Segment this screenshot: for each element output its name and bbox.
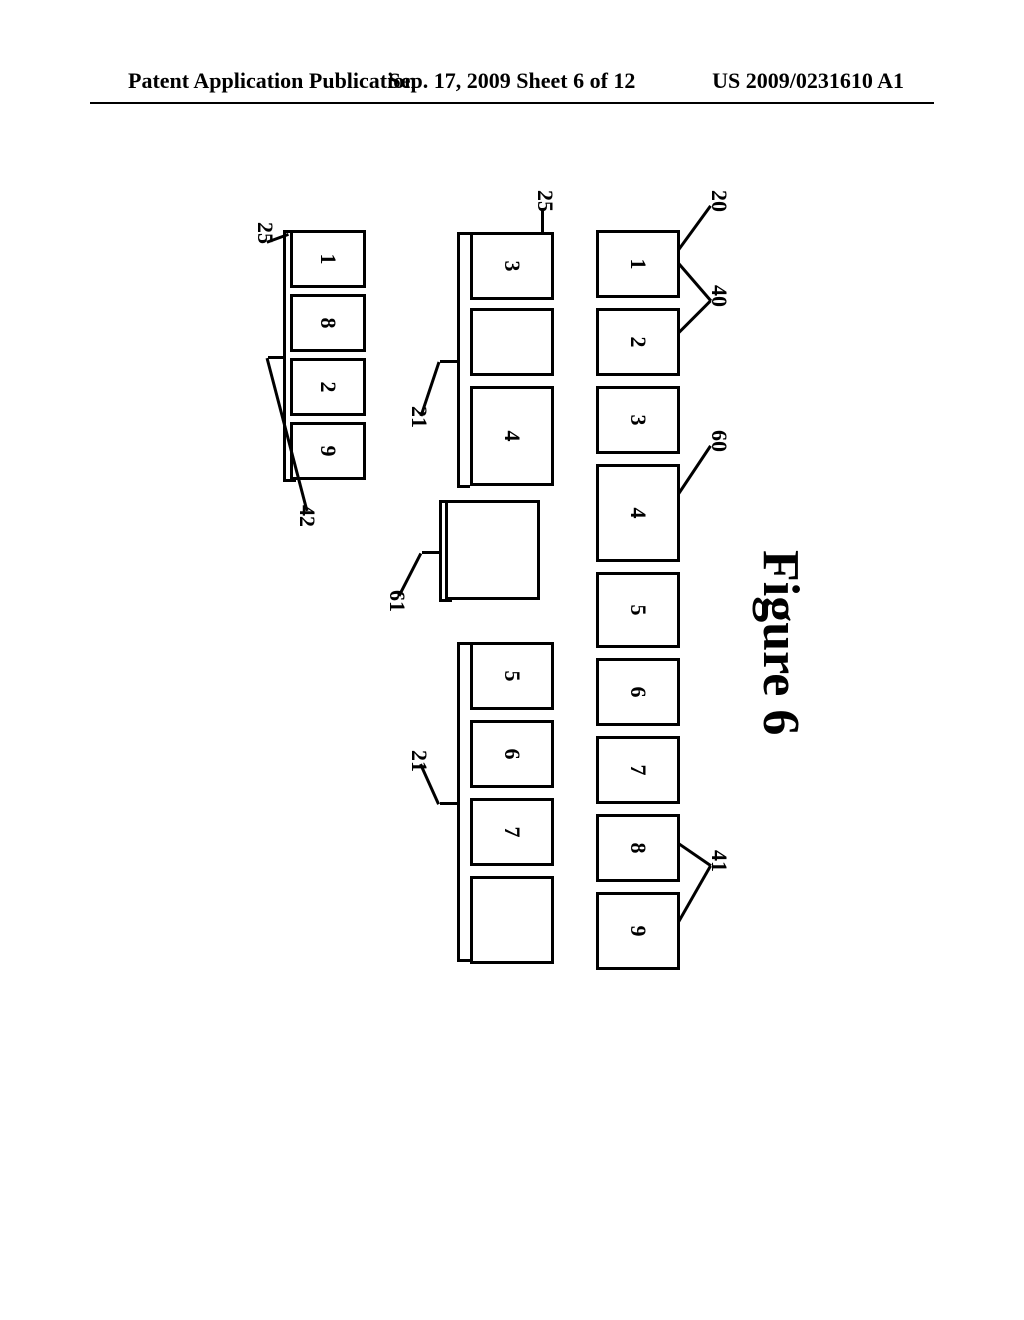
bracket-stem [268,356,286,359]
bracket-tick [458,232,470,235]
figure-wrap: Figure 6 1234567892040604134252161567211… [200,190,840,1090]
ref-label: 61 [384,590,410,612]
diagram-box: 2 [290,358,366,416]
ref-label: 25 [252,222,278,244]
lead-line [678,205,712,250]
lead-line [678,263,712,302]
bracket-tick [440,500,452,503]
diagram-box: 7 [470,798,554,866]
diagram-box: 8 [290,294,366,352]
lead-line [542,210,545,232]
page: Patent Application Publication Sep. 17, … [0,0,1024,1320]
lead-line [678,865,712,922]
diagram-box: 1 [596,230,680,298]
bracket-tick [458,485,470,488]
diagram-box: 1 [290,230,366,288]
bracket-tick [440,599,452,602]
ref-label: 21 [406,750,432,772]
bracket-stem [440,360,460,363]
ref-label: 21 [406,406,432,428]
diagram-box: 5 [596,572,680,648]
bracket-tick [284,230,296,233]
ref-label: 25 [532,190,558,212]
diagram-box: 4 [596,464,680,562]
diagram-box [445,500,540,600]
diagram-box: 7 [596,736,680,804]
bracket-tick [458,959,470,962]
figure-title: Figure 6 [751,550,810,735]
bracket-tick [458,642,470,645]
bracket-tick [284,479,296,482]
diagram-box: 6 [596,658,680,726]
diagram-box [470,876,554,964]
diagram-box [470,308,554,376]
figure: Figure 6 1234567892040604134252161567211… [200,190,840,1090]
diagram-box: 5 [470,642,554,710]
diagram-box: 9 [290,422,366,480]
diagram-box: 4 [470,386,554,486]
lead-line [678,300,712,334]
ref-label: 40 [706,285,732,307]
diagram-box: 3 [470,232,554,300]
header-right: US 2009/0231610 A1 [712,68,904,94]
bracket-stem [440,802,460,805]
header-rule [90,102,934,104]
bracket-stem [422,551,442,554]
lead-line [678,445,712,494]
diagram-box: 9 [596,892,680,970]
diagram-box: 2 [596,308,680,376]
diagram-box: 3 [596,386,680,454]
diagram-box: 6 [470,720,554,788]
diagram-box: 8 [596,814,680,882]
